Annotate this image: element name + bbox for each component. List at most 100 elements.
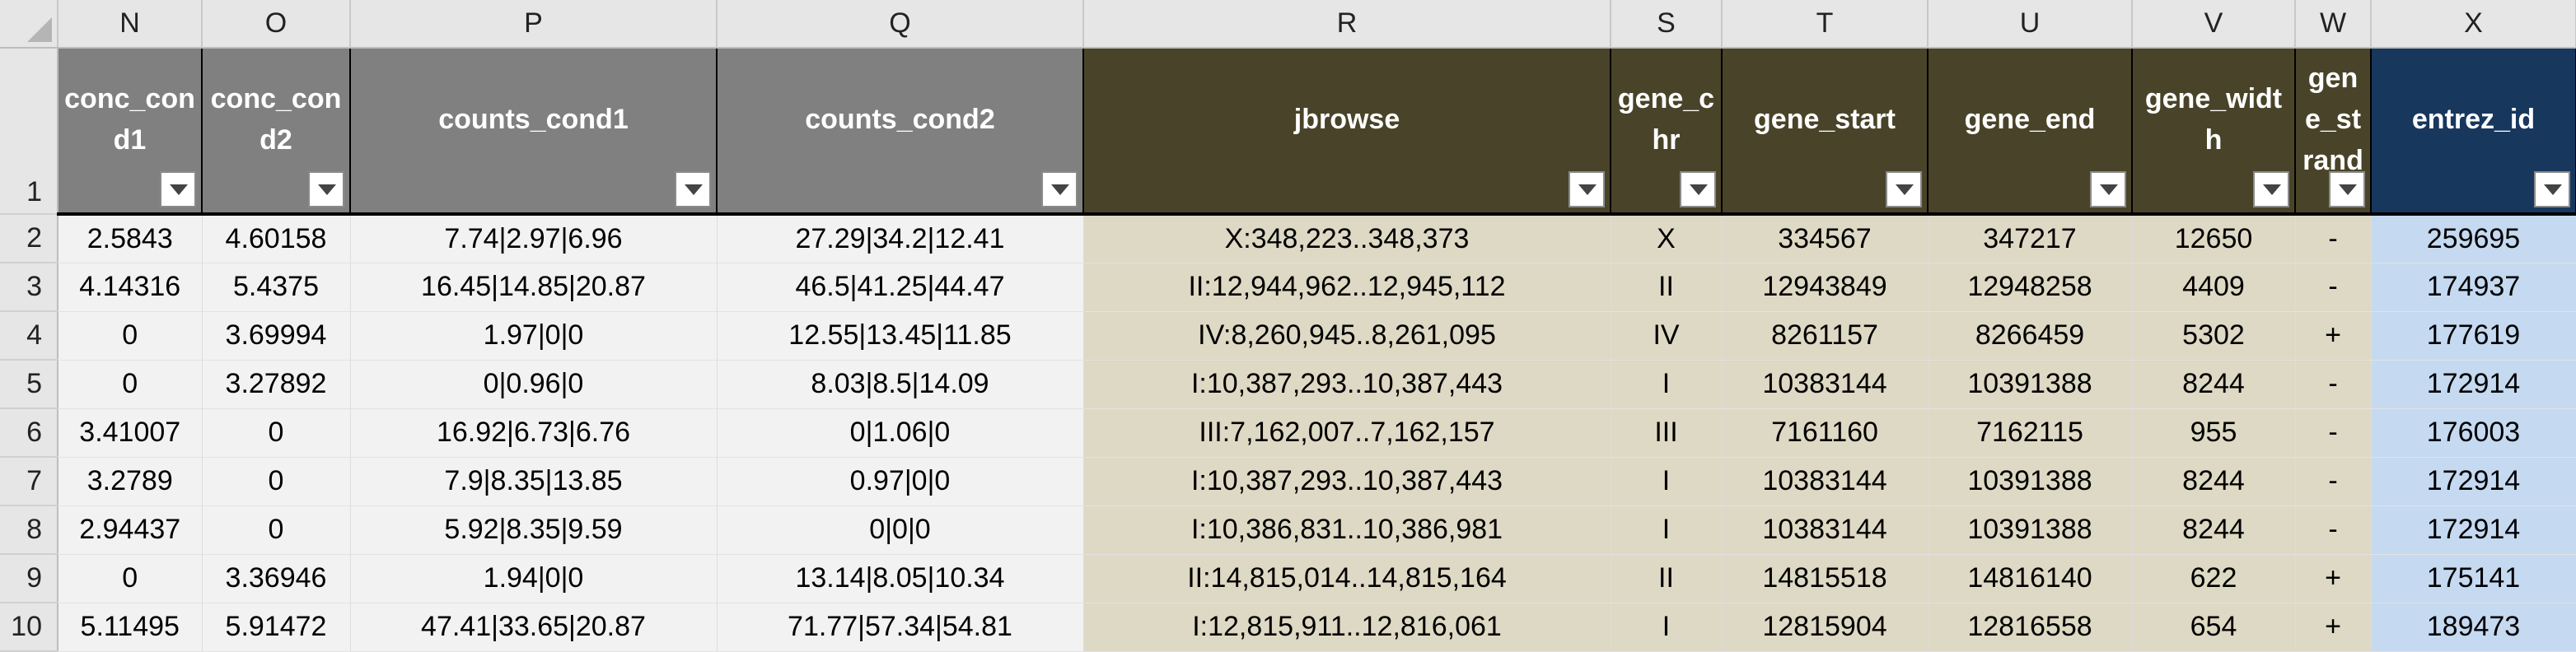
cell-counts-cond2[interactable]: 12.55|13.45|11.85 xyxy=(717,311,1084,361)
cell-counts-cond2[interactable]: 0.97|0|0 xyxy=(717,457,1084,506)
cell-gene-start[interactable]: 12943849 xyxy=(1722,263,1928,312)
cell-gene-width[interactable]: 654 xyxy=(2132,603,2296,652)
cell-gene-chr[interactable]: I xyxy=(1611,360,1723,409)
cell-gene-width[interactable]: 5302 xyxy=(2132,311,2296,361)
cell-gene-end[interactable]: 8266459 xyxy=(1928,311,2133,361)
cell-gene-width[interactable]: 12650 xyxy=(2132,214,2296,263)
cell-conc-cond1[interactable]: 0 xyxy=(58,360,203,409)
cell-gene-start[interactable]: 10383144 xyxy=(1722,505,1928,555)
column-letter-N[interactable]: N xyxy=(58,0,203,49)
header-conc-cond1[interactable]: conc_cond1 xyxy=(57,48,203,216)
row-number[interactable]: 7 xyxy=(0,457,58,506)
cell-gene-strand[interactable]: - xyxy=(2295,505,2372,555)
column-letter-P[interactable]: P xyxy=(350,0,718,49)
cell-counts-cond2[interactable]: 27.29|34.2|12.41 xyxy=(717,214,1084,263)
cell-conc-cond2[interactable]: 4.60158 xyxy=(202,214,351,263)
cell-counts-cond1[interactable]: 1.97|0|0 xyxy=(350,311,718,361)
cell-counts-cond1[interactable]: 7.74|2.97|6.96 xyxy=(350,214,718,263)
cell-counts-cond2[interactable]: 13.14|8.05|10.34 xyxy=(717,554,1084,603)
cell-gene-width[interactable]: 622 xyxy=(2132,554,2296,603)
cell-counts-cond2[interactable]: 8.03|8.5|14.09 xyxy=(717,360,1084,409)
row-number[interactable]: 2 xyxy=(0,214,58,263)
cell-gene-chr[interactable]: I xyxy=(1611,505,1723,555)
cell-gene-start[interactable]: 14815518 xyxy=(1722,554,1928,603)
filter-dropdown-icon[interactable] xyxy=(2534,171,2570,207)
cell-entrez-id[interactable]: 172914 xyxy=(2371,457,2576,506)
row-number[interactable]: 8 xyxy=(0,505,58,555)
filter-dropdown-icon[interactable] xyxy=(2090,171,2126,207)
cell-gene-start[interactable]: 334567 xyxy=(1722,214,1928,263)
cell-gene-strand[interactable]: - xyxy=(2295,408,2372,458)
cell-jbrowse[interactable]: I:10,387,293..10,387,443 xyxy=(1083,360,1611,409)
cell-gene-width[interactable]: 955 xyxy=(2132,408,2296,458)
header-gene-chr[interactable]: gene_chr xyxy=(1610,48,1723,216)
column-letter-O[interactable]: O xyxy=(202,0,351,49)
cell-entrez-id[interactable]: 177619 xyxy=(2371,311,2576,361)
filter-dropdown-icon[interactable] xyxy=(2329,171,2365,207)
filter-dropdown-icon[interactable] xyxy=(1886,171,1922,207)
filter-dropdown-icon[interactable] xyxy=(675,171,711,207)
cell-gene-strand[interactable]: - xyxy=(2295,457,2372,506)
row-number[interactable]: 10 xyxy=(0,603,58,652)
row-number[interactable]: 9 xyxy=(0,554,58,603)
cell-conc-cond1[interactable]: 0 xyxy=(58,554,203,603)
cell-jbrowse[interactable]: I:10,387,293..10,387,443 xyxy=(1083,457,1611,506)
cell-conc-cond1[interactable]: 5.11495 xyxy=(58,603,203,652)
column-letter-W[interactable]: W xyxy=(2295,0,2372,49)
filter-dropdown-icon[interactable] xyxy=(1569,171,1605,207)
cell-gene-chr[interactable]: II xyxy=(1611,263,1723,312)
row-number[interactable]: 4 xyxy=(0,311,58,361)
cell-conc-cond2[interactable]: 0 xyxy=(202,505,351,555)
cell-counts-cond1[interactable]: 7.9|8.35|13.85 xyxy=(350,457,718,506)
cell-gene-strand[interactable]: + xyxy=(2295,311,2372,361)
cell-conc-cond2[interactable]: 3.27892 xyxy=(202,360,351,409)
cell-entrez-id[interactable]: 172914 xyxy=(2371,360,2576,409)
cell-gene-start[interactable]: 7161160 xyxy=(1722,408,1928,458)
cell-jbrowse[interactable]: II:12,944,962..12,945,112 xyxy=(1083,263,1611,312)
header-counts-cond2[interactable]: counts_cond2 xyxy=(716,48,1084,216)
filter-dropdown-icon[interactable] xyxy=(2253,171,2289,207)
column-letter-V[interactable]: V xyxy=(2132,0,2296,49)
header-gene-end[interactable]: gene_end xyxy=(1927,48,2133,216)
filter-dropdown-icon[interactable] xyxy=(1680,171,1716,207)
cell-jbrowse[interactable]: II:14,815,014..14,815,164 xyxy=(1083,554,1611,603)
cell-conc-cond2[interactable]: 5.4375 xyxy=(202,263,351,312)
cell-entrez-id[interactable]: 172914 xyxy=(2371,505,2576,555)
cell-gene-chr[interactable]: III xyxy=(1611,408,1723,458)
cell-entrez-id[interactable]: 176003 xyxy=(2371,408,2576,458)
cell-gene-end[interactable]: 12948258 xyxy=(1928,263,2133,312)
row-number[interactable]: 1 xyxy=(0,48,58,215)
cell-gene-chr[interactable]: II xyxy=(1611,554,1723,603)
select-all-corner[interactable] xyxy=(0,0,58,49)
cell-gene-end[interactable]: 7162115 xyxy=(1928,408,2133,458)
cell-jbrowse[interactable]: IV:8,260,945..8,261,095 xyxy=(1083,311,1611,361)
header-gene-width[interactable]: gene_width xyxy=(2131,48,2296,216)
cell-conc-cond2[interactable]: 0 xyxy=(202,457,351,506)
filter-dropdown-icon[interactable] xyxy=(308,171,344,207)
cell-gene-width[interactable]: 4409 xyxy=(2132,263,2296,312)
cell-gene-start[interactable]: 10383144 xyxy=(1722,457,1928,506)
cell-gene-strand[interactable]: + xyxy=(2295,554,2372,603)
cell-gene-chr[interactable]: IV xyxy=(1611,311,1723,361)
cell-conc-cond1[interactable]: 3.41007 xyxy=(58,408,203,458)
column-letter-U[interactable]: U xyxy=(1928,0,2133,49)
cell-gene-strand[interactable]: - xyxy=(2295,214,2372,263)
cell-entrez-id[interactable]: 175141 xyxy=(2371,554,2576,603)
cell-gene-end[interactable]: 347217 xyxy=(1928,214,2133,263)
cell-counts-cond1[interactable]: 16.45|14.85|20.87 xyxy=(350,263,718,312)
cell-counts-cond2[interactable]: 0|0|0 xyxy=(717,505,1084,555)
cell-entrez-id[interactable]: 174937 xyxy=(2371,263,2576,312)
cell-counts-cond1[interactable]: 5.92|8.35|9.59 xyxy=(350,505,718,555)
column-letter-X[interactable]: X xyxy=(2371,0,2576,49)
cell-gene-width[interactable]: 8244 xyxy=(2132,457,2296,506)
cell-counts-cond1[interactable]: 47.41|33.65|20.87 xyxy=(350,603,718,652)
cell-conc-cond2[interactable]: 5.91472 xyxy=(202,603,351,652)
cell-jbrowse[interactable]: X:348,223..348,373 xyxy=(1083,214,1611,263)
cell-jbrowse[interactable]: I:10,386,831..10,386,981 xyxy=(1083,505,1611,555)
cell-gene-start[interactable]: 8261157 xyxy=(1722,311,1928,361)
filter-dropdown-icon[interactable] xyxy=(1041,171,1078,207)
row-number[interactable]: 5 xyxy=(0,360,58,409)
cell-jbrowse[interactable]: I:12,815,911..12,816,061 xyxy=(1083,603,1611,652)
column-letter-T[interactable]: T xyxy=(1722,0,1928,49)
row-number[interactable]: 3 xyxy=(0,263,58,312)
